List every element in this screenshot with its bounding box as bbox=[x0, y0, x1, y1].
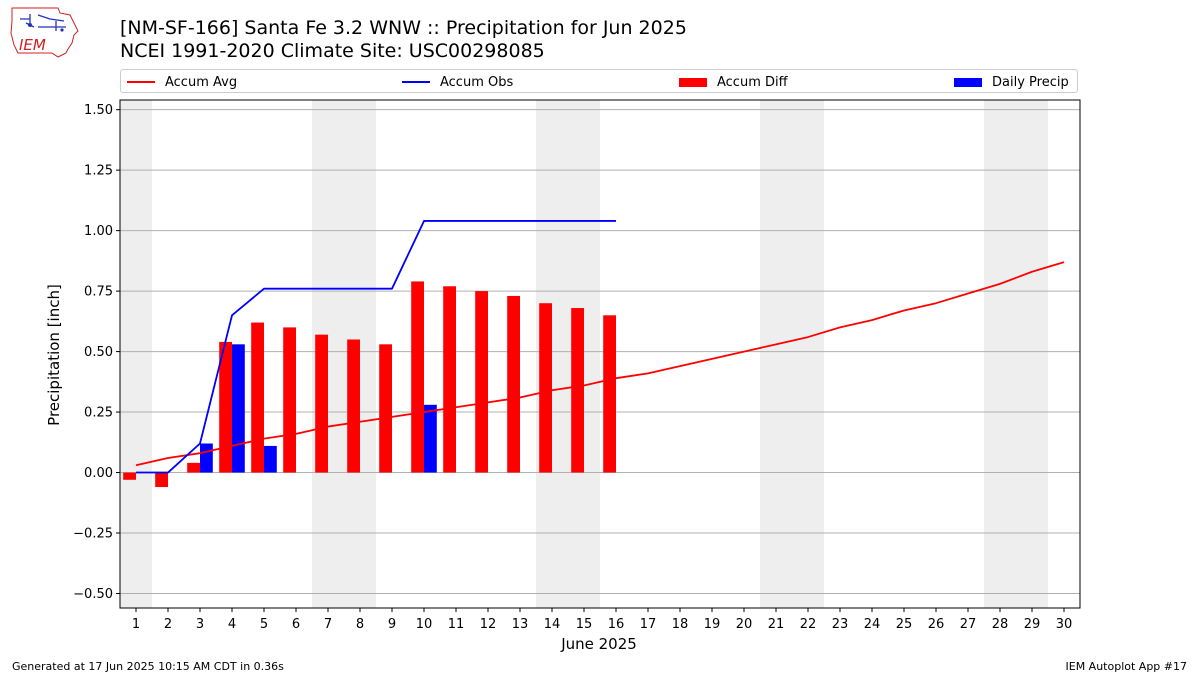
x-tick-label: 19 bbox=[704, 617, 721, 632]
bar-accum-diff bbox=[411, 281, 424, 473]
x-tick-label: 2 bbox=[164, 617, 172, 632]
bar-accum-diff bbox=[155, 472, 168, 488]
legend-item-accum-avg: Accum Avg bbox=[127, 73, 237, 91]
x-tick-label: 13 bbox=[512, 617, 529, 632]
bar-accum-diff bbox=[283, 327, 296, 473]
footer-generated: Generated at 17 Jun 2025 10:15 AM CDT in… bbox=[12, 660, 284, 673]
x-axis-label: June 2025 bbox=[560, 635, 637, 653]
chart-title: [NM-SF-166] Santa Fe 3.2 WNW :: Precipit… bbox=[120, 17, 687, 39]
weekend-band bbox=[984, 100, 1048, 608]
line-accum-obs bbox=[136, 220, 616, 474]
axis-ticks: −0.50−0.250.000.250.500.751.001.251.501 2… bbox=[73, 103, 1072, 632]
y-tick-label: 1.25 bbox=[84, 164, 113, 179]
legend-swatch-accum-obs bbox=[402, 81, 430, 83]
legend-swatch-daily-precip bbox=[954, 77, 982, 87]
bar-daily-precip bbox=[232, 344, 245, 473]
footer-app-id: IEM Autoplot App #17 bbox=[1065, 660, 1188, 673]
iem-logo: IEM bbox=[10, 7, 79, 58]
y-axis-label: Precipitation [inch] bbox=[45, 284, 63, 426]
grid-lines bbox=[120, 109, 1080, 594]
weekend-band bbox=[760, 100, 824, 608]
x-tick-label: 22 bbox=[800, 617, 817, 632]
chart-legend: Accum Avg Accum Obs Accum Diff Daily Pre… bbox=[120, 69, 1078, 93]
x-tick-label: 11 bbox=[448, 617, 465, 632]
weekend-band bbox=[120, 100, 152, 608]
x-tick-label: 12 bbox=[480, 617, 497, 632]
x-tick-label: 16 bbox=[608, 617, 625, 632]
x-tick-label: 17 bbox=[640, 617, 657, 632]
y-tick-label: 1.00 bbox=[84, 224, 113, 239]
bar-accum-diff bbox=[507, 295, 520, 473]
legend-label-accum-obs: Accum Obs bbox=[440, 74, 514, 90]
bar-accum-diff bbox=[379, 344, 392, 473]
legend-label-accum-diff: Accum Diff bbox=[717, 74, 788, 90]
x-tick-label: 14 bbox=[544, 617, 561, 632]
x-tick-label: 4 bbox=[228, 617, 236, 632]
bar-accum-diff bbox=[443, 286, 456, 473]
x-tick-label: 10 bbox=[416, 617, 433, 632]
bar-accum-diff bbox=[571, 308, 584, 473]
bar-accum-diff bbox=[475, 291, 488, 473]
line-accum-avg bbox=[135, 261, 1065, 467]
bar-daily-precip bbox=[424, 404, 437, 473]
bar-accum-diff bbox=[123, 472, 136, 480]
bar-accum-diff bbox=[315, 334, 328, 473]
x-tick-label: 1 bbox=[132, 617, 140, 632]
y-tick-label: 0.75 bbox=[84, 285, 113, 300]
y-tick-label: −0.50 bbox=[73, 587, 113, 602]
x-tick-label: 23 bbox=[832, 617, 849, 632]
legend-item-accum-diff: Accum Diff bbox=[679, 73, 788, 91]
legend-item-daily-precip: Daily Precip bbox=[954, 73, 1069, 91]
x-tick-label: 8 bbox=[356, 617, 364, 632]
x-tick-label: 20 bbox=[736, 617, 753, 632]
x-tick-label: 25 bbox=[896, 617, 913, 632]
bar-accum-diff bbox=[187, 462, 200, 473]
legend-swatch-accum-diff bbox=[679, 77, 707, 87]
x-tick-label: 30 bbox=[1056, 617, 1073, 632]
plot-frame bbox=[119, 99, 1081, 609]
bar-accum-diff bbox=[347, 339, 360, 473]
x-tick-label: 5 bbox=[260, 617, 268, 632]
x-tick-label: 3 bbox=[196, 617, 204, 632]
bar-accum-diff bbox=[539, 303, 552, 473]
legend-item-accum-obs: Accum Obs bbox=[402, 73, 513, 91]
bar-daily-precip bbox=[264, 445, 277, 473]
y-tick-label: 0.00 bbox=[84, 466, 113, 481]
plot-border bbox=[119, 99, 1081, 609]
x-tick-label: 27 bbox=[960, 617, 977, 632]
x-tick-label: 26 bbox=[928, 617, 945, 632]
legend-label-accum-avg: Accum Avg bbox=[165, 74, 238, 90]
x-tick-label: 9 bbox=[388, 617, 396, 632]
y-tick-label: −0.25 bbox=[73, 527, 113, 542]
y-tick-label: 0.50 bbox=[84, 345, 113, 360]
x-tick-label: 29 bbox=[1024, 617, 1041, 632]
legend-swatch-accum-avg bbox=[127, 81, 155, 83]
bar-daily-precip bbox=[200, 443, 213, 473]
logo-text: IEM bbox=[19, 36, 46, 54]
y-tick-label: 0.25 bbox=[84, 406, 113, 421]
x-tick-label: 21 bbox=[768, 617, 785, 632]
bar-accum-diff bbox=[603, 315, 616, 473]
x-tick-label: 18 bbox=[672, 617, 689, 632]
chart-subtitle: NCEI 1991-2020 Climate Site: USC00298085 bbox=[120, 40, 545, 62]
bar-accum-diff bbox=[219, 341, 232, 473]
x-tick-label: 15 bbox=[576, 617, 593, 632]
x-tick-label: 28 bbox=[992, 617, 1009, 632]
bars bbox=[123, 281, 616, 488]
legend-label-daily-precip: Daily Precip bbox=[992, 74, 1069, 90]
x-tick-label: 24 bbox=[864, 617, 881, 632]
bar-accum-diff bbox=[251, 322, 264, 473]
x-tick-label: 6 bbox=[292, 617, 300, 632]
y-tick-label: 1.50 bbox=[84, 103, 113, 118]
x-tick-label: 7 bbox=[324, 617, 332, 632]
lines bbox=[135, 220, 1065, 474]
